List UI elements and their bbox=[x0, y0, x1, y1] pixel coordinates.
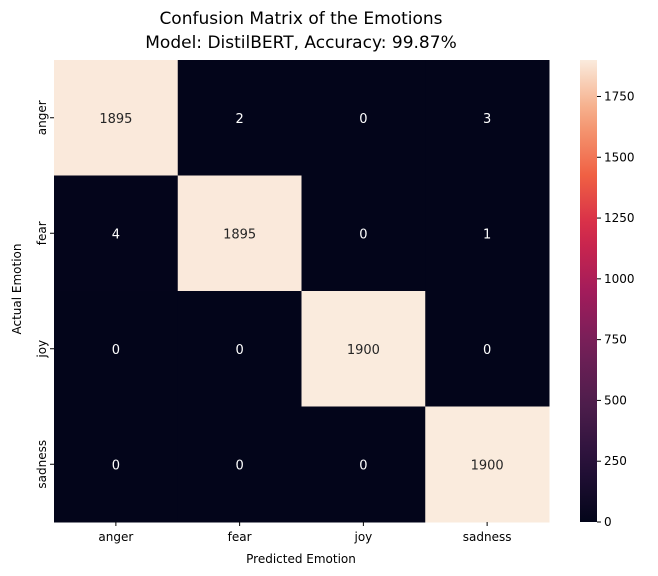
heatmap-cell bbox=[177, 406, 302, 523]
cell-value-label: 0 bbox=[235, 458, 243, 473]
cell-value-label: 1 bbox=[483, 227, 491, 242]
heatmap-cell bbox=[425, 60, 550, 176]
colorbar-tick-label: 250 bbox=[604, 454, 627, 468]
cell-value-label: 0 bbox=[359, 227, 367, 242]
heatmap-cell bbox=[177, 175, 302, 292]
cell-value-label: 2 bbox=[235, 112, 243, 127]
y-tick-label: sadness bbox=[35, 440, 49, 489]
chart-title: Confusion Matrix of the Emotions bbox=[159, 9, 442, 29]
cell-value-label: 1895 bbox=[99, 112, 132, 127]
colorbar bbox=[580, 60, 597, 522]
y-axis-ticks: anger fear joy sadness bbox=[35, 100, 54, 489]
heatmap-cells: 1895 2 0 3 4 1895 0 1 0 0 1900 0 0 0 0 1900 bbox=[54, 60, 550, 523]
y-tick-label: fear bbox=[35, 221, 49, 245]
cell-value-label: 0 bbox=[112, 343, 120, 358]
colorbar-tick-label: 1500 bbox=[604, 150, 635, 164]
cell-value-label: 4 bbox=[112, 227, 120, 242]
heatmap-cell bbox=[54, 291, 179, 407]
x-tick-label: anger bbox=[98, 530, 133, 544]
heatmap-cell bbox=[425, 406, 550, 523]
colorbar-tick-label: 1000 bbox=[604, 272, 635, 286]
cell-value-label: 0 bbox=[112, 458, 120, 473]
heatmap-cell bbox=[425, 175, 550, 292]
y-axis-label: Actual Emotion bbox=[10, 243, 24, 334]
cell-value-label: 0 bbox=[359, 112, 367, 127]
y-tick-label: anger bbox=[35, 100, 49, 135]
colorbar-tick-label: 1750 bbox=[604, 89, 635, 103]
colorbar-tick-label: 750 bbox=[604, 333, 627, 347]
cell-value-label: 0 bbox=[483, 343, 491, 358]
x-axis-ticks: anger fear joy sadness bbox=[98, 522, 511, 544]
heatmap-cell bbox=[177, 60, 302, 176]
heatmap-cell bbox=[301, 406, 426, 523]
x-tick-label: fear bbox=[228, 530, 252, 544]
heatmap-cell bbox=[54, 175, 179, 292]
heatmap-cell bbox=[301, 175, 426, 292]
heatmap-cell bbox=[54, 60, 179, 176]
colorbar-ticks: 0 250 500 750 1000 1250 1500 1750 bbox=[597, 89, 635, 529]
cell-value-label: 1900 bbox=[347, 343, 380, 358]
heatmap-cell bbox=[301, 60, 426, 176]
cell-value-label: 0 bbox=[359, 458, 367, 473]
cell-value-label: 1895 bbox=[223, 227, 256, 242]
cell-value-label: 3 bbox=[483, 112, 491, 127]
y-tick-label: joy bbox=[35, 340, 49, 359]
colorbar-tick-label: 1250 bbox=[604, 211, 635, 225]
cell-value-label: 1900 bbox=[471, 458, 504, 473]
heatmap-cell bbox=[54, 406, 179, 523]
colorbar-tick-label: 0 bbox=[604, 515, 612, 529]
cell-value-label: 0 bbox=[235, 343, 243, 358]
heatmap-cell bbox=[301, 291, 426, 407]
heatmap-cell bbox=[177, 291, 302, 407]
x-tick-label: sadness bbox=[463, 530, 512, 544]
heatmap-cell bbox=[425, 291, 550, 407]
x-axis-label: Predicted Emotion bbox=[246, 552, 356, 566]
colorbar-tick-label: 500 bbox=[604, 393, 627, 407]
x-tick-label: joy bbox=[353, 530, 372, 544]
chart-subtitle: Model: DistilBERT, Accuracy: 99.87% bbox=[145, 33, 456, 53]
